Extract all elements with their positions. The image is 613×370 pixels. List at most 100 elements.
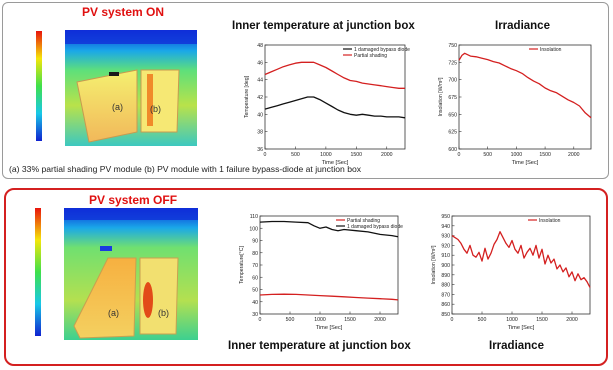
x-tick-label: 1500 [536, 317, 548, 323]
x-tick-label: 1000 [314, 317, 326, 323]
y-tick-label: 46 [257, 60, 263, 66]
x-tick-label: 2000 [374, 317, 386, 323]
pv-off-chart1-title: Inner temperature at junction box [228, 340, 411, 352]
y-tick-label: 950 [441, 214, 450, 220]
legend-label: 1 damaged bypass diode [347, 224, 403, 230]
y-tick-label: 100 [249, 226, 258, 232]
label-b-off: (b) [158, 308, 169, 318]
y-tick-label: 910 [441, 253, 450, 259]
y-tick-label: 70 [252, 263, 258, 269]
y-tick-label: 110 [250, 214, 258, 220]
y-tick-label: 880 [441, 283, 450, 289]
label-b-on: (b) [150, 104, 161, 114]
x-axis-label: Time [Sec] [316, 325, 343, 331]
x-axis-label: Time [Sec] [512, 160, 539, 166]
color-scale-bar [36, 31, 42, 141]
pv-off-title: PV system OFF [89, 193, 178, 207]
chart-on-irradiance: 600 625 650 675 700 725 750 0 500 1000 1500 2000 Tim… [438, 43, 592, 166]
y-tick-label: 600 [448, 147, 457, 153]
y-tick-label: 750 [448, 43, 457, 49]
x-tick-label: 500 [478, 317, 487, 323]
x-tick-label: 1000 [320, 152, 332, 158]
y-tick-label: 40 [257, 112, 263, 118]
module-b-hotspot-on [147, 74, 153, 126]
y-tick-label: 920 [441, 243, 450, 249]
pv-on-chart1-title: Inner temperature at junction box [232, 20, 415, 32]
plot-frame [264, 44, 406, 150]
y-tick-label: 940 [441, 224, 450, 230]
label-a-on: (a) [112, 102, 123, 112]
module-a-off [73, 257, 137, 339]
x-axis-label: Time [Sec] [322, 160, 349, 166]
x-tick-label: 500 [291, 152, 300, 158]
thermal-image-off: (a) (b) [35, 208, 198, 340]
y-tick-label: 850 [441, 312, 450, 318]
panel-pv-system-on: PV system ON Inner temperature at juncti… [2, 2, 609, 179]
y-tick-label: 30 [252, 312, 258, 318]
plot-frame [458, 44, 592, 150]
pv-off-chart2-title: Irradiance [489, 340, 544, 352]
y-tick-label: 48 [257, 43, 263, 49]
legend-label: Partial shading [354, 53, 387, 59]
x-tick-label: 1000 [506, 317, 518, 323]
pv-on-chart2-title: Irradiance [495, 20, 550, 32]
series-line-1-damaged-bypass-diode [259, 220, 399, 238]
color-scale-bar [35, 208, 41, 336]
legend-label: Insolation [540, 47, 562, 53]
y-tick-label: 890 [441, 273, 450, 279]
x-tick-label: 500 [286, 317, 295, 323]
legend-label: Partial shading [347, 218, 380, 224]
plot-frame [451, 215, 591, 315]
chart-on-temperature: 36 38 40 42 44 46 48 0 500 1000 1500 2000 Time [Sec]… [244, 43, 410, 166]
x-tick-label: 2000 [566, 317, 578, 323]
chart-off-irradiance: 850 860 870 880 890 900 910 920 930 940 950 0 500 100… [431, 214, 591, 331]
plot-frame [259, 215, 399, 315]
series-line-1-damaged-bypass-diode [264, 96, 406, 119]
y-tick-label: 44 [257, 78, 263, 84]
x-tick-label: 500 [483, 152, 492, 158]
legend-label: 1 damaged bypass diode [354, 47, 410, 53]
x-tick-label: 1500 [351, 152, 363, 158]
y-tick-label: 60 [252, 275, 258, 281]
y-tick-label: 725 [448, 60, 457, 66]
y-tick-label: 650 [448, 112, 457, 118]
series-line-partial-shading [259, 293, 399, 301]
y-axis-label: Insolation [W/m²] [431, 245, 437, 284]
y-axis-label: Insolation [W/m²] [438, 77, 444, 116]
y-tick-label: 860 [441, 302, 450, 308]
y-tick-label: 42 [257, 95, 263, 101]
y-tick-label: 40 [252, 300, 258, 306]
x-axis-label: Time [Sec] [508, 325, 535, 331]
x-tick-label: 1000 [511, 152, 523, 158]
series-line-partial-shading [264, 61, 405, 89]
label-a-off: (a) [108, 308, 119, 318]
series-line-insolation [458, 52, 592, 119]
y-tick-label: 90 [252, 239, 258, 245]
y-tick-label: 36 [257, 147, 263, 153]
x-tick-label: 0 [451, 317, 454, 323]
y-tick-label: 80 [252, 251, 258, 257]
panel-pv-system-off: PV system OFF Inner temperature at junct… [4, 188, 608, 366]
y-axis-label: Temperature[°C] [239, 246, 245, 284]
x-tick-label: 2000 [381, 152, 393, 158]
x-tick-label: 1500 [344, 317, 356, 323]
thermal-image-on: (a) (b) [36, 30, 197, 146]
y-tick-label: 900 [441, 263, 450, 269]
y-axis-label: Temperature [deg] [244, 75, 250, 118]
y-tick-label: 38 [257, 130, 263, 136]
y-tick-label: 675 [448, 95, 457, 101]
module-b-on [140, 69, 180, 133]
pv-on-caption: (a) 33% partial shading PV module (b) PV… [9, 164, 362, 174]
module-b-hotspot-off [143, 282, 153, 318]
x-tick-label: 1500 [539, 152, 551, 158]
x-tick-label: 2000 [568, 152, 580, 158]
chart-off-temperature: 30 40 50 60 70 80 90 100 110 0 500 1000 1500 2000 Time… [239, 214, 403, 331]
series-line-insolation [451, 231, 591, 288]
x-tick-label: 0 [264, 152, 267, 158]
y-tick-label: 50 [252, 288, 258, 294]
legend-label: Insolation [539, 218, 561, 224]
y-tick-label: 700 [448, 78, 457, 84]
y-tick-label: 625 [448, 130, 457, 136]
x-tick-label: 0 [458, 152, 461, 158]
x-tick-label: 0 [259, 317, 262, 323]
